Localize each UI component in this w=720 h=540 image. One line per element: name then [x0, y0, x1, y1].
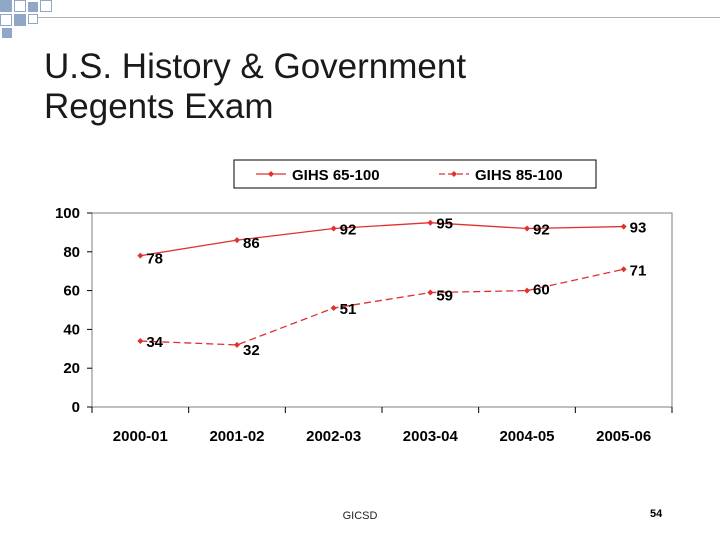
legend-marker	[268, 171, 274, 177]
data-label: 78	[146, 251, 163, 268]
legend-marker	[451, 171, 457, 177]
data-point	[137, 338, 144, 345]
data-point	[234, 237, 240, 244]
data-point	[427, 289, 434, 296]
data-label: 32	[243, 342, 260, 359]
title-line-1: U.S. History & Government	[44, 47, 467, 86]
legend-label: GIHS 65-100	[292, 167, 380, 184]
data-label: 71	[630, 262, 647, 279]
data-point	[427, 219, 434, 226]
data-point	[330, 305, 337, 312]
data-point	[234, 341, 240, 348]
data-label: 92	[533, 222, 550, 239]
series-line	[140, 222, 624, 257]
data-label: 95	[436, 216, 453, 233]
data-label: 86	[243, 235, 260, 252]
y-tick-label: 100	[55, 205, 80, 222]
series-line	[140, 268, 624, 346]
corner-square	[0, 14, 12, 26]
corner-square	[2, 28, 12, 38]
header-rule	[38, 17, 720, 18]
corner-square	[28, 2, 38, 12]
chart-marks: 78 86 92 95 92 93 34 32 51 59 60 71	[137, 216, 646, 359]
data-label: 60	[533, 282, 550, 299]
legend-box	[233, 159, 597, 189]
slide-title: U.S. History & Government Regents Exam	[44, 47, 664, 127]
data-point	[620, 266, 627, 273]
y-tick-label: 40	[63, 321, 80, 338]
x-tick-label: 2000-01	[113, 428, 168, 445]
corner-square	[40, 0, 52, 12]
data-label: 34	[146, 334, 163, 351]
data-label: 59	[436, 288, 453, 305]
x-tick-label: 2002-03	[306, 428, 361, 445]
y-tick-label: 60	[63, 283, 80, 300]
data-label: 92	[340, 222, 357, 239]
data-point	[620, 223, 627, 230]
corner-square	[28, 14, 38, 24]
title-line-2: Regents Exam	[44, 87, 274, 126]
x-tick-label: 2005-06	[596, 428, 651, 445]
x-tick-label: 2001-02	[209, 428, 264, 445]
data-point	[330, 225, 337, 232]
data-label: 51	[340, 301, 357, 318]
chart-axes: 0 20 40 60 80 100 2000-01 2001-02 2002-03 2003-04…	[55, 205, 673, 445]
data-point	[137, 252, 144, 259]
data-point	[524, 225, 530, 232]
data-label: 93	[630, 220, 647, 237]
x-tick-label: 2004-05	[499, 428, 554, 445]
legend-label: GIHS 85-100	[475, 167, 563, 184]
corner-square	[0, 0, 12, 12]
footer-text: GICSD	[342, 510, 378, 522]
y-tick-label: 80	[63, 244, 80, 261]
x-tick-label: 2003-04	[403, 428, 459, 445]
corner-square	[14, 0, 26, 12]
corner-square	[14, 14, 26, 26]
y-tick-label: 20	[63, 360, 80, 377]
y-tick-label: 0	[72, 399, 80, 416]
plot-area-border	[91, 212, 673, 408]
page-number: 54	[650, 508, 663, 520]
data-point	[524, 287, 530, 294]
chart-legend: GIHS 65-100 GIHS 85-100	[233, 159, 597, 189]
